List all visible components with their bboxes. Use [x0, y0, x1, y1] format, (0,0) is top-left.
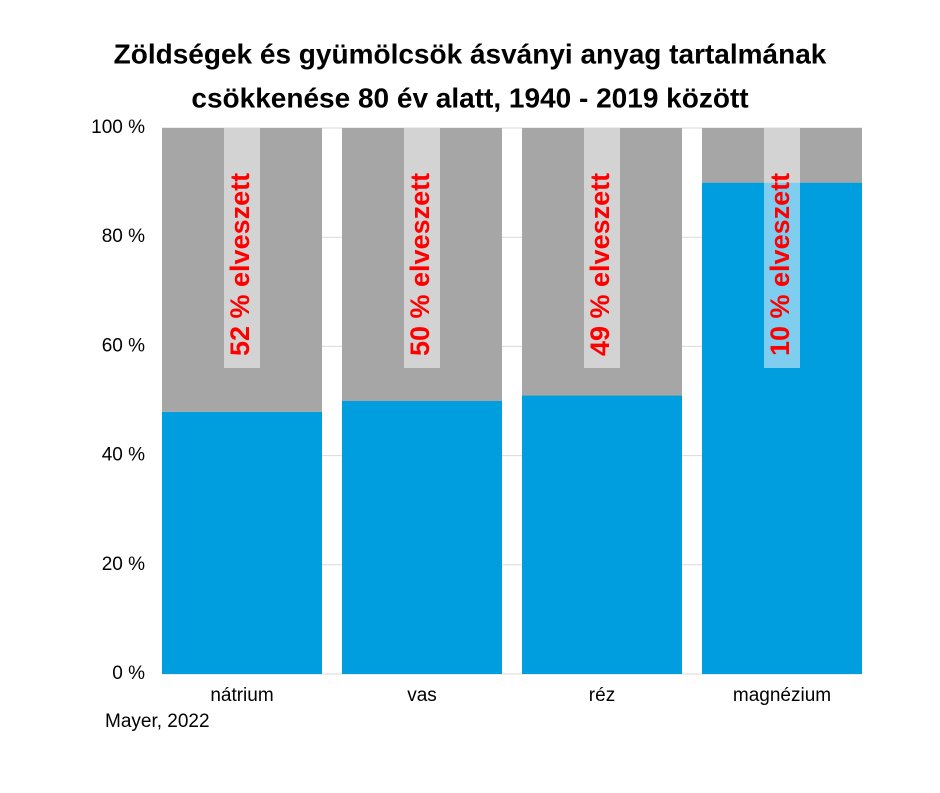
data-label: 52 % elveszett — [225, 173, 255, 356]
x-tick-label: magnézium — [733, 685, 831, 706]
chart-title: csökkenése 80 év alatt, 1940 - 2019 közö… — [191, 82, 748, 113]
data-label: 50 % elveszett — [405, 173, 435, 356]
data-label: 49 % elveszett — [585, 173, 615, 356]
x-tick-label: vas — [407, 685, 437, 706]
y-tick-label: 80 % — [102, 226, 145, 247]
y-tick-label: 100 % — [91, 117, 145, 138]
x-tick-label: nátrium — [210, 685, 273, 706]
y-tick-label: 40 % — [102, 445, 145, 466]
chart-title: Zöldségek és gyümölcsök ásványi anyag ta… — [114, 38, 827, 69]
label-box — [764, 128, 800, 368]
y-tick-label: 20 % — [102, 554, 145, 575]
source: Mayer, 2022 — [105, 711, 210, 732]
x-tick-label: réz — [589, 685, 615, 706]
label-box — [584, 128, 620, 368]
bar-segment — [162, 411, 322, 674]
y-tick-label: 0 % — [112, 663, 145, 684]
bar-segment — [342, 401, 502, 674]
label-box — [224, 128, 260, 368]
y-tick-label: 60 % — [102, 335, 145, 356]
data-label: 10 % elveszett — [765, 173, 795, 356]
bar-segment — [522, 395, 682, 674]
label-box — [404, 128, 440, 368]
